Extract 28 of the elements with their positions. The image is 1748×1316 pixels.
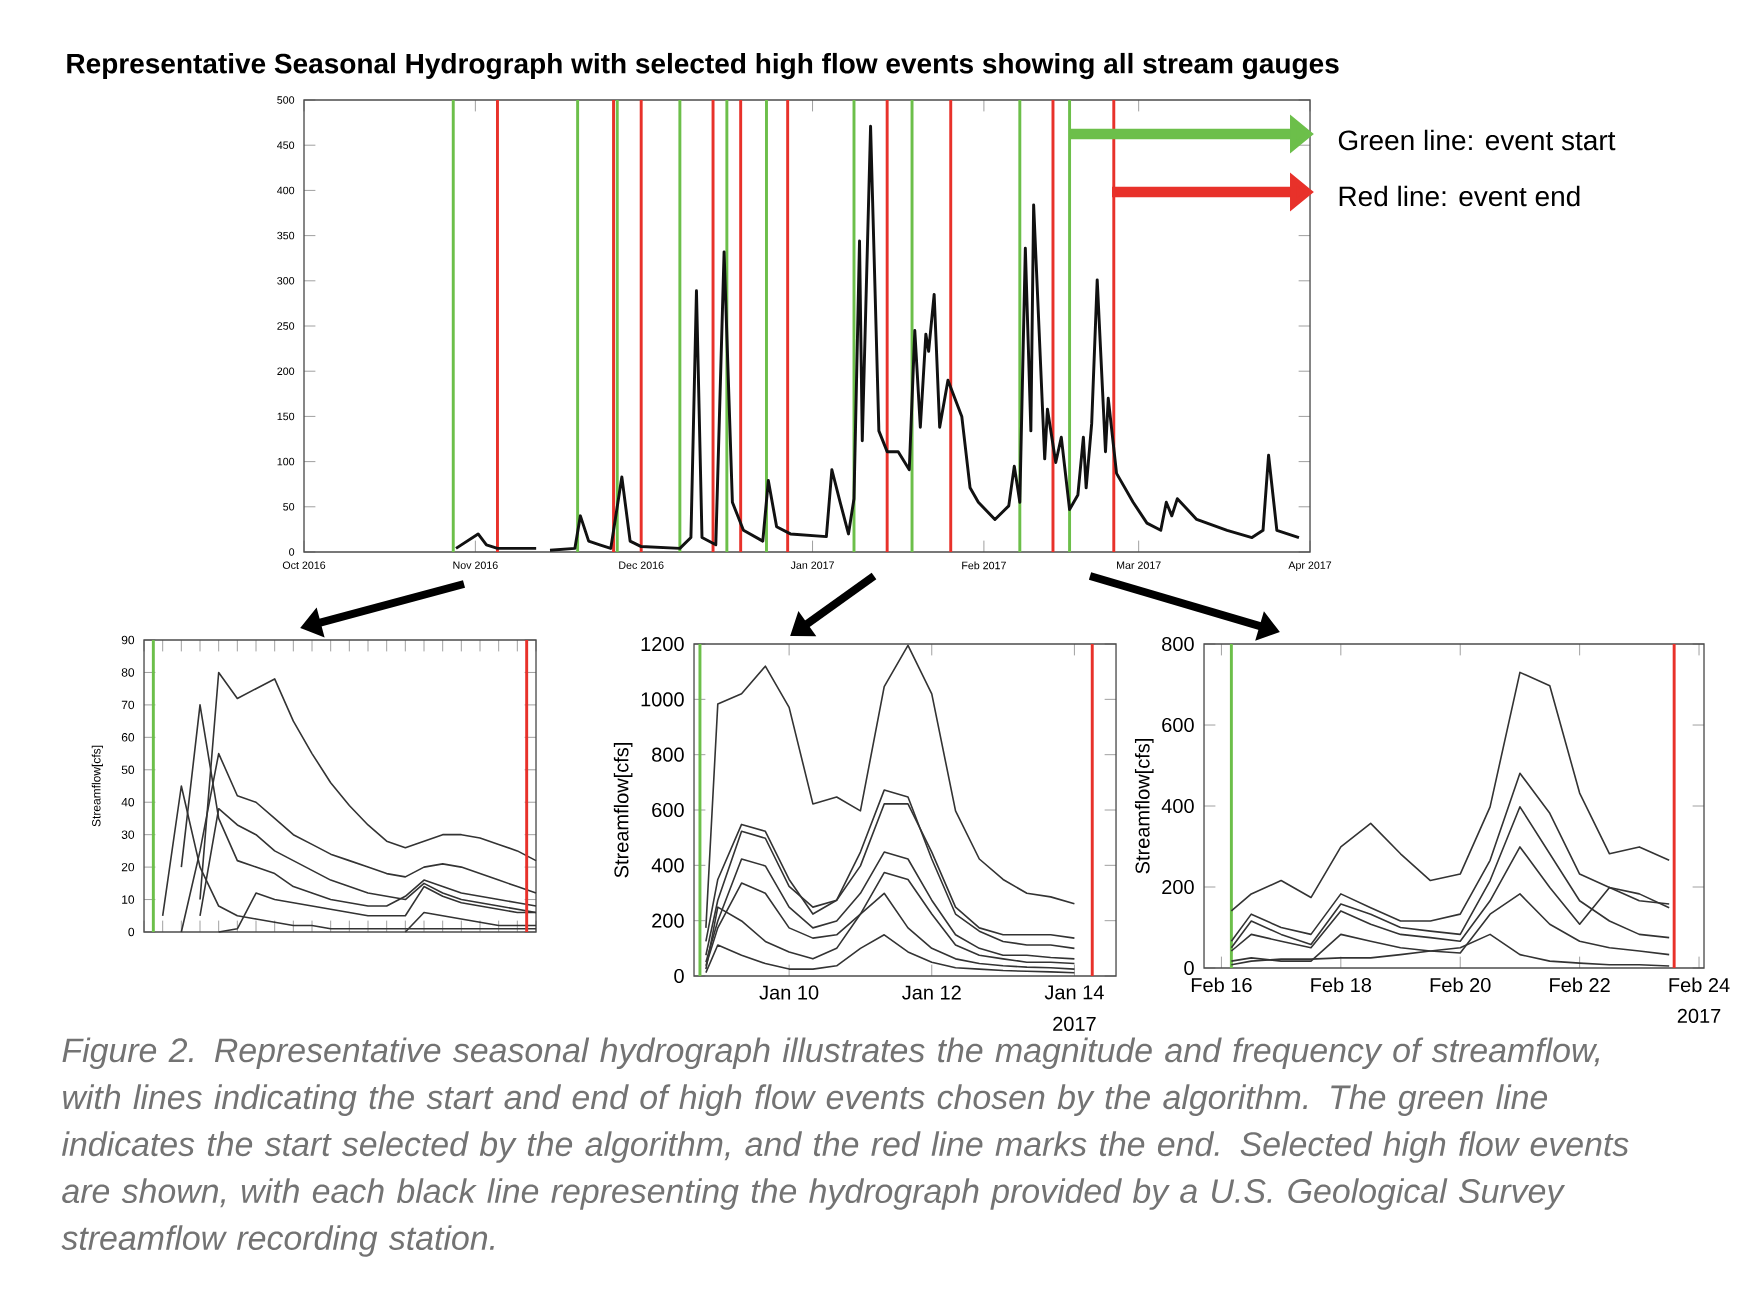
y-tick-label: 0 [674,968,684,984]
x-tick-label: Jan 12 [902,985,961,1000]
chart-title: Representative Seasonal Hydrograph with selected high flow events showing all stream gauges [67,52,1339,80]
x-tick-label: Feb 20 [1430,977,1491,993]
x-tick-label: Jan 10 [759,985,819,1000]
text: 2017 [1677,1008,1721,1023]
y-axis-title: Streamflow[cfs] [1134,739,1154,874]
y-tick-label: 600 [1162,717,1194,733]
y-tick-label: 0 [1184,960,1194,976]
text: Green line: event start [1338,129,1616,151]
y-tick-label: 800 [1162,636,1194,652]
y-axis-title: Streamflow[cfs] [613,743,633,878]
y-tick-label: 1000 [641,692,684,707]
x-tick-label: Feb 16 [1191,977,1252,993]
y-tick-label: 800 [652,747,684,762]
text: 2017 [1053,1016,1096,1031]
y-tick-label: 1200 [641,636,684,652]
y-tick-label: 600 [652,802,684,818]
y-tick-label: 400 [1161,798,1194,814]
x-tick-label: Feb 24 [1669,977,1730,993]
y-tick-label: 200 [652,913,684,928]
x-tick-label: Feb 18 [1311,977,1372,993]
caption: Figure 2. Representative seasonal hydrograph illustrates the magnitude and frequency of streamflow, with lines indicating the start and end of high flow events chosen by the algorithm. The green line indicates the start selected by the algorithm, and the red line marks the end. Selected high flow events are shown, with each black line representing the hydrograph provided by a U.S. Geological Survey streamflow recording station. [61,1037,1629,1257]
y-tick-label: 400 [651,858,684,873]
x-tick-label: Jan 14 [1044,985,1104,1000]
x-tick-label: Feb 22 [1550,977,1610,993]
y-tick-label: 200 [1162,879,1194,895]
text: Red line: event end [1339,185,1580,207]
